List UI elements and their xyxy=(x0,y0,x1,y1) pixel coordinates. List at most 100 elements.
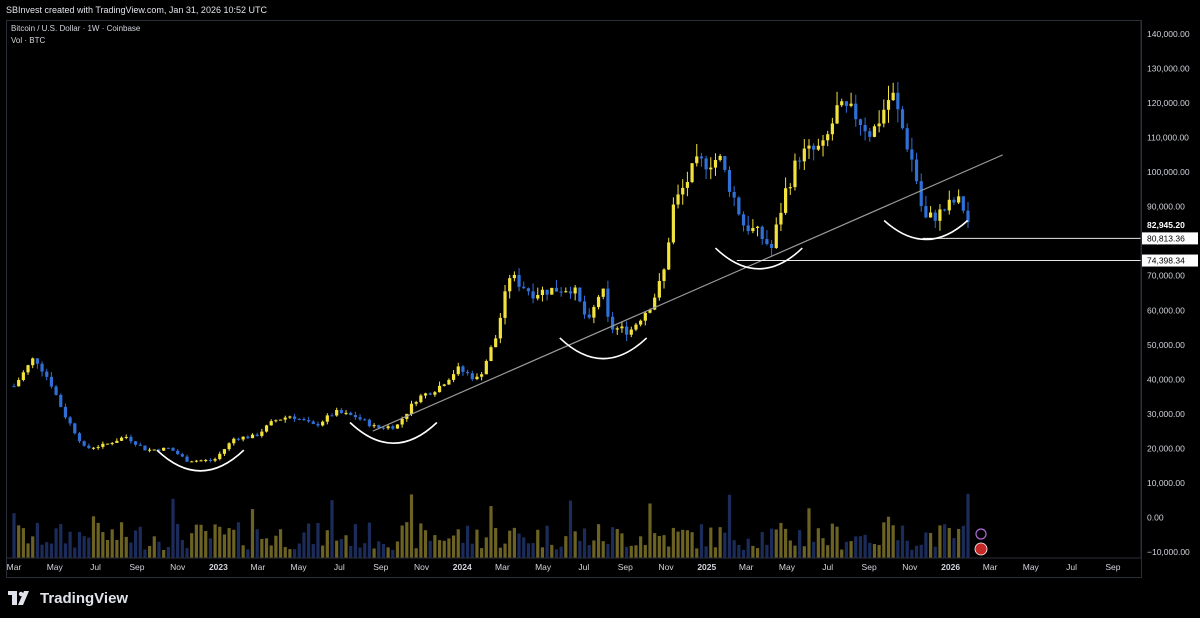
volume-bar xyxy=(788,540,792,558)
volume-legend: Vol · BTC xyxy=(11,36,46,45)
candle-body xyxy=(157,449,161,451)
candles-layer xyxy=(12,82,970,463)
volume-bar xyxy=(115,539,119,558)
volume-bar xyxy=(531,543,535,558)
candle-body xyxy=(409,403,414,414)
volume-bar xyxy=(821,538,825,558)
volume-bar xyxy=(601,541,605,558)
candle-body xyxy=(119,437,124,441)
candle-body xyxy=(96,446,100,448)
candle-body xyxy=(45,371,49,377)
volume-bar xyxy=(353,524,357,558)
candle-body xyxy=(129,436,133,442)
y-tick-label: 60,000.00 xyxy=(1147,305,1185,315)
volume-bar xyxy=(54,528,58,558)
candle-body xyxy=(615,328,619,330)
candle-body xyxy=(264,425,269,432)
candle-body xyxy=(274,420,278,422)
volume-bar xyxy=(826,545,830,558)
candle-body xyxy=(451,374,456,380)
volume-bar xyxy=(484,537,488,558)
candle-body xyxy=(381,427,386,429)
tradingview-logo-icon xyxy=(8,591,29,605)
candle-body xyxy=(849,103,853,106)
volume-bar xyxy=(138,526,142,558)
candle-body xyxy=(91,447,96,449)
volume-bar xyxy=(35,522,39,558)
candle-body xyxy=(349,412,353,416)
candle-body xyxy=(835,105,839,124)
candle-body xyxy=(568,291,573,294)
candle-body xyxy=(152,449,156,451)
candle-body xyxy=(17,380,21,387)
candle-body xyxy=(755,226,760,228)
volume-bar xyxy=(349,546,353,558)
candle-body xyxy=(363,419,367,421)
candle-body xyxy=(218,453,222,460)
candle-body xyxy=(498,317,502,339)
attribution-bar: SBInvest created with TradingView.com, J… xyxy=(0,0,1200,20)
volume-bar xyxy=(723,532,727,558)
x-tick-label: Mar xyxy=(7,562,22,572)
volume-bar xyxy=(512,527,516,558)
volume-bar xyxy=(176,523,180,558)
candle-body xyxy=(21,372,25,381)
volume-bar xyxy=(166,546,170,558)
volume-bar xyxy=(559,546,563,558)
volume-bar xyxy=(218,526,222,558)
volume-bar xyxy=(643,545,647,558)
candle-body xyxy=(367,419,372,427)
y-tick-label: 130,000.00 xyxy=(1147,64,1190,74)
volume-bar xyxy=(26,543,30,558)
volume-bar xyxy=(704,546,708,558)
volume-bar xyxy=(882,522,886,558)
candle-body xyxy=(395,424,400,429)
volume-bar xyxy=(45,542,49,558)
volume-bar xyxy=(311,544,315,558)
volume-bar xyxy=(573,531,577,558)
volume-bar xyxy=(269,545,273,558)
volume-bar xyxy=(662,535,666,558)
volume-bar xyxy=(699,524,704,558)
candle-body xyxy=(12,386,16,388)
tradingview-logo[interactable]: TradingView xyxy=(8,588,128,608)
volume-bar xyxy=(582,528,587,558)
cup-arc xyxy=(156,449,245,472)
volume-bar xyxy=(391,549,395,558)
volume-bar xyxy=(194,524,198,558)
candle-body xyxy=(737,197,741,215)
x-tick-label: Nov xyxy=(414,562,430,572)
volume-bar xyxy=(798,530,802,558)
candle-body xyxy=(194,460,198,462)
volume-bar xyxy=(802,546,806,558)
volume-bar xyxy=(339,539,343,558)
x-tick-label: Nov xyxy=(658,562,674,572)
candle-body xyxy=(138,444,142,446)
candle-body xyxy=(779,212,783,225)
footer xyxy=(0,578,1200,618)
volume-bar xyxy=(746,538,750,558)
candle-body xyxy=(82,441,86,446)
volume-bar xyxy=(536,529,540,558)
volume-bar xyxy=(816,528,820,558)
volume-bar xyxy=(451,535,456,558)
candle-body xyxy=(508,278,512,292)
volume-bar xyxy=(96,522,100,558)
candle-body xyxy=(526,288,531,292)
volume-bar xyxy=(568,500,573,558)
candle-body xyxy=(900,109,905,129)
candle-body xyxy=(26,365,30,373)
volume-bar xyxy=(325,530,329,558)
candle-body xyxy=(886,100,891,110)
candle-body xyxy=(840,101,844,106)
candle-body xyxy=(625,326,629,335)
volume-bar xyxy=(152,536,156,558)
candle-body xyxy=(335,410,339,416)
cup-arc xyxy=(559,337,648,360)
candle-body xyxy=(709,167,713,170)
volume-bar xyxy=(77,531,82,558)
volume-bar xyxy=(508,530,512,558)
volume-bar xyxy=(321,545,325,558)
candle-body xyxy=(769,243,774,248)
